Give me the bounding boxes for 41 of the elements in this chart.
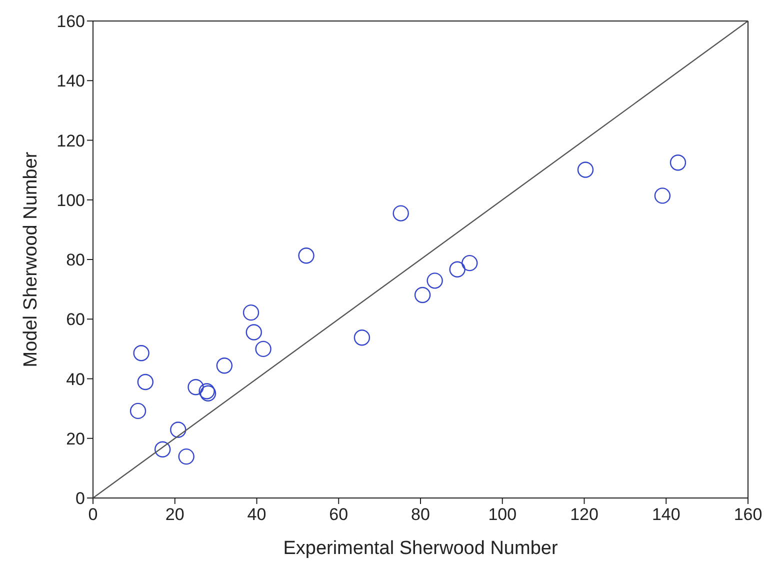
y-tick-label: 100 [56, 190, 85, 210]
point [242, 304, 260, 321]
y-tick-label: 120 [56, 131, 85, 150]
point [246, 324, 262, 340]
point [137, 374, 154, 390]
point [178, 448, 194, 465]
point [670, 154, 686, 171]
point [188, 379, 204, 396]
point [255, 340, 272, 358]
y-tick-label: 60 [66, 310, 85, 330]
point [130, 402, 146, 420]
y-tick-label: 20 [66, 429, 85, 448]
x-tick-label: 120 [570, 505, 598, 524]
point [577, 162, 594, 178]
point [462, 254, 478, 272]
x-tick-label: 80 [411, 505, 430, 524]
point [654, 188, 671, 204]
point [414, 286, 431, 304]
x-tick-label: 40 [247, 505, 266, 524]
y-tick-label: 40 [66, 370, 85, 389]
point [133, 345, 150, 362]
x-axis-title: Experimental Sherwood Number [283, 538, 558, 559]
y-tick-label: 0 [76, 489, 85, 508]
x-tick-label: 100 [488, 505, 517, 524]
point [392, 205, 409, 222]
point [426, 272, 443, 289]
point [216, 358, 233, 374]
x-tick-label: 160 [734, 505, 762, 524]
point [298, 248, 314, 264]
point [170, 422, 186, 438]
y-tick-label: 160 [56, 12, 85, 32]
point [154, 441, 171, 458]
x-tick-label: 0 [88, 505, 98, 524]
point [449, 261, 466, 278]
y-tick-label: 140 [56, 72, 85, 91]
x-tick-label: 60 [329, 505, 348, 524]
x-tick-label: 140 [652, 505, 680, 524]
y-tick-label: 80 [66, 250, 85, 270]
y-axis-title: Model Sherwood Number [20, 151, 42, 368]
point [354, 330, 370, 346]
x-tick-label: 20 [165, 505, 184, 524]
